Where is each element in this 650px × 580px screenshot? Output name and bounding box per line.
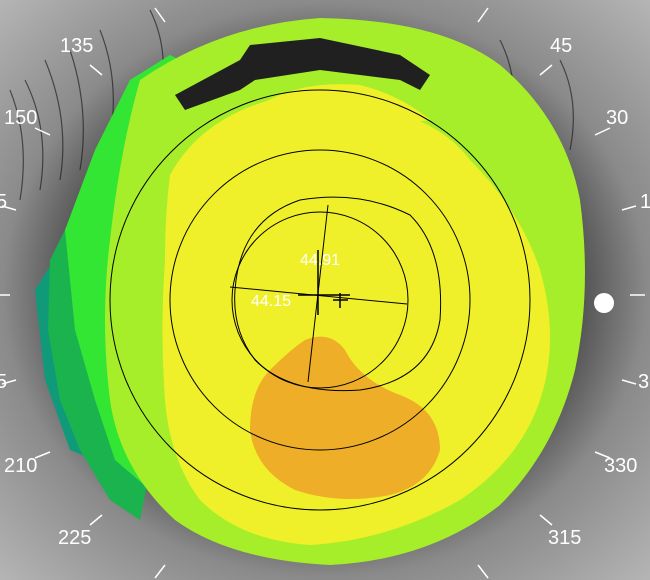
light-reflex-icon xyxy=(594,293,614,313)
axis-label-30: 30 xyxy=(606,108,628,128)
flat-k-value: 44.15 xyxy=(251,294,291,310)
axis-label-135: 135 xyxy=(60,36,93,56)
axis-label-225: 225 xyxy=(58,528,91,548)
steep-k-value: 44.91 xyxy=(300,253,340,269)
axis-label-45: 45 xyxy=(550,36,572,56)
axis-label-165-partial: 5 xyxy=(0,192,7,212)
axis-label-210: 210 xyxy=(4,456,37,476)
axis-label-150: 150 xyxy=(4,108,37,128)
axis-label-195-partial: 5 xyxy=(0,372,7,392)
axis-label-315: 315 xyxy=(548,528,581,548)
axis-label-345-partial: 3 xyxy=(638,372,649,392)
axis-label-330: 330 xyxy=(604,456,637,476)
axis-label-15-partial: 1 xyxy=(640,192,650,212)
